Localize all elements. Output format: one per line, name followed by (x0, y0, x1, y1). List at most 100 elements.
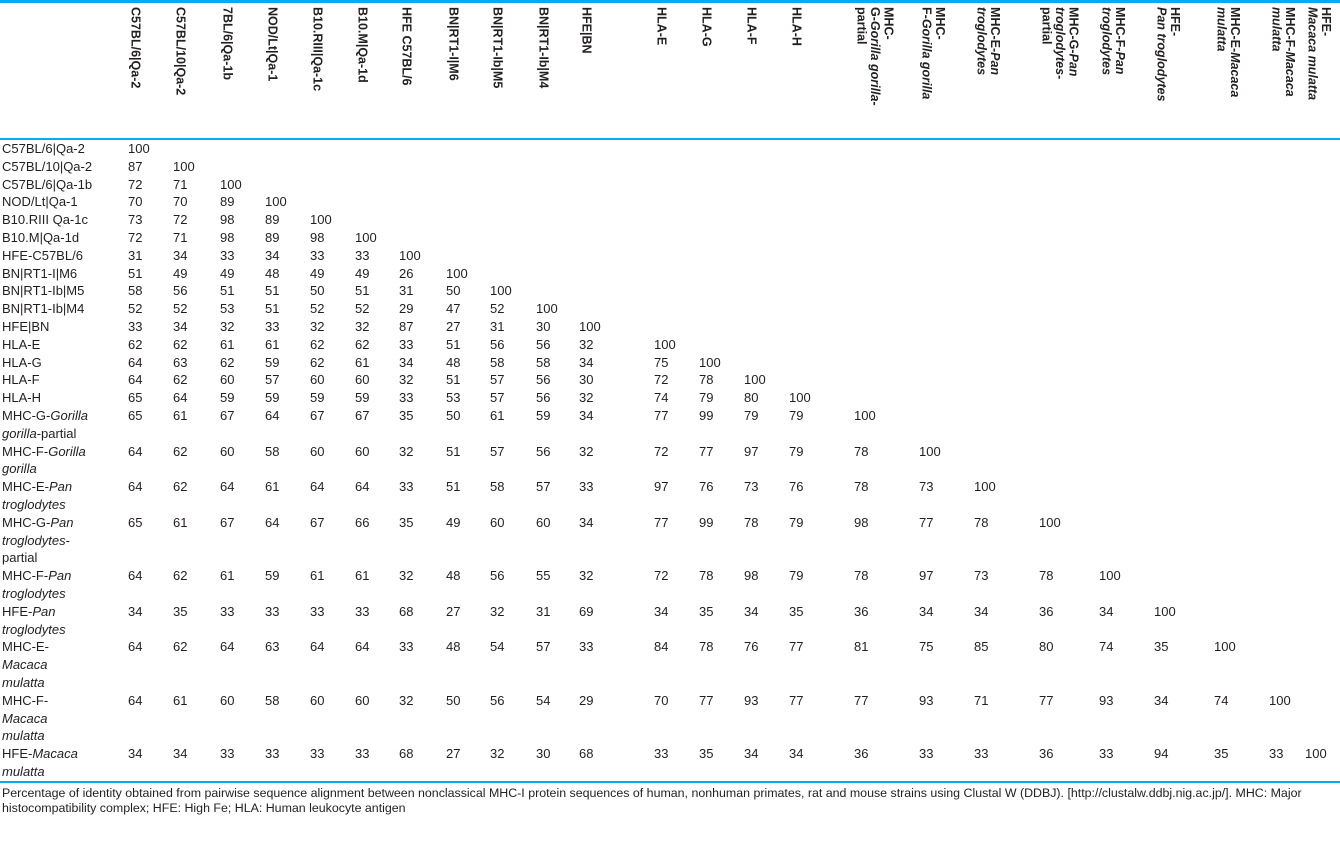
matrix-cell: 31 (128, 247, 143, 263)
matrix-cell: 97 (744, 443, 759, 459)
matrix-cell: 32 (579, 568, 594, 584)
matrix-cell: 70 (128, 194, 143, 210)
matrix-cell: 60 (355, 692, 370, 708)
table-row: HLA-G 64 63 62 59 62 61 34 48 58 58 34 75 100 (0, 354, 1340, 372)
matrix-cell: 57 (490, 443, 505, 459)
column-header-label: HLA-F (744, 7, 759, 45)
row-label: MHC-E- Macaca mulatta (2, 639, 49, 690)
matrix-cell: 61 (355, 354, 370, 370)
matrix-cell: 100 (128, 141, 150, 156)
matrix-cell: 64 (128, 354, 143, 370)
matrix-cell: 36 (854, 746, 869, 762)
matrix-cell: 52 (128, 301, 143, 317)
matrix-cell: 32 (490, 746, 505, 762)
matrix-cell: 30 (536, 318, 551, 334)
matrix-cell: 56 (173, 283, 188, 299)
table-row: MHC-E-Pan troglodytes 64 62 64 61 64 64 33 51 58 57… (0, 478, 1340, 514)
matrix-cell: 33 (1269, 746, 1284, 762)
matrix-cell: 64 (128, 639, 143, 655)
row-label: MHC-G-Gorilla gorilla-partial (2, 407, 88, 441)
matrix-cell: 99 (699, 407, 714, 423)
row-label: HLA-E (2, 336, 41, 352)
corner-cell (0, 3, 128, 140)
column-header-label: C57BL/6|Qa-2 (128, 7, 143, 89)
matrix-cell: 78 (699, 568, 714, 584)
matrix-cell: 79 (699, 390, 714, 406)
matrix-cell: 35 (1214, 746, 1229, 762)
column-header-label: MHC- F-Gorilla gorilla (919, 7, 948, 100)
column-header-label: MHC-G-Pan troglodytes-partial (1039, 7, 1081, 80)
matrix-cell: 75 (654, 354, 669, 370)
matrix-cell: 60 (220, 692, 235, 708)
matrix-cell: 32 (399, 692, 414, 708)
matrix-cell: 80 (1039, 639, 1054, 655)
table-row: HFE-C57BL/6 31 34 33 34 33 33 100 (0, 247, 1340, 265)
matrix-cell: 87 (128, 158, 143, 174)
matrix-cell: 36 (1039, 603, 1054, 619)
matrix-cell: 62 (355, 336, 370, 352)
matrix-cell: 78 (854, 568, 869, 584)
row-label: MHC-F- Macaca mulatta (2, 692, 49, 744)
row-label: HFE-Macaca mulatta (2, 746, 78, 779)
matrix-cell: 100 (1269, 692, 1291, 708)
matrix-cell: 67 (310, 514, 325, 530)
matrix-cell: 51 (128, 265, 143, 281)
matrix-cell: 70 (654, 692, 669, 708)
column-header: HFE C57BL/6 (399, 3, 446, 140)
matrix-cell: 61 (173, 692, 188, 708)
matrix-cell: 64 (128, 372, 143, 388)
matrix-cell: 34 (654, 603, 669, 619)
row-label: HLA-H (2, 390, 42, 406)
matrix-cell: 52 (490, 301, 505, 317)
matrix-cell: 77 (854, 692, 869, 708)
matrix-cell: 50 (446, 692, 461, 708)
matrix-cell: 50 (446, 283, 461, 299)
table-row: MHC-F-Gorilla gorilla 64 62 60 58 60 60 32 51 57 56… (0, 443, 1340, 479)
matrix-cell: 71 (173, 229, 188, 245)
table-row: C57BL/6|Qa-2 100 (0, 139, 1340, 158)
matrix-cell: 58 (536, 354, 551, 370)
matrix-cell: 97 (654, 479, 669, 495)
matrix-cell: 58 (490, 479, 505, 495)
row-label: MHC-E-Pan troglodytes (2, 479, 73, 512)
table-row: B10.M|Qa-1d 72 71 98 89 98 100 (0, 229, 1340, 247)
matrix-cell: 33 (310, 247, 325, 263)
matrix-cell: 35 (699, 746, 714, 762)
matrix-cell: 62 (173, 639, 188, 655)
matrix-cell: 33 (265, 746, 280, 762)
row-label: HFE-Pan troglodytes (2, 603, 66, 637)
matrix-cell: 100 (355, 229, 377, 245)
matrix-cell: 34 (919, 603, 934, 619)
table-row: BN|RT1-Ib|M5 58 56 51 51 50 51 31 50 100 (0, 282, 1340, 300)
matrix-cell: 35 (399, 514, 414, 530)
matrix-cell: 81 (854, 639, 869, 655)
row-label: BN|RT1-I|M6 (2, 265, 78, 281)
matrix-cell: 71 (974, 692, 989, 708)
table-row: HFE-Macaca mulatta 34 34 33 33 33 33 68 27 32 30 68 3… (0, 745, 1340, 782)
column-header: HLA-G (699, 3, 744, 140)
matrix-cell: 51 (446, 336, 461, 352)
matrix-cell: 77 (654, 514, 669, 530)
column-header: MHC-E-Pan troglodytes (974, 3, 1039, 140)
matrix-cell: 34 (974, 603, 989, 619)
matrix-cell: 57 (536, 479, 551, 495)
column-header-label: B10.M|Qa-1d (355, 7, 370, 83)
matrix-cell: 68 (399, 603, 414, 619)
matrix-cell: 65 (128, 514, 143, 530)
matrix-cell: 76 (744, 639, 759, 655)
matrix-cell: 33 (220, 247, 235, 263)
column-header-label: B10.RIII|Qa-1c (310, 7, 325, 92)
row-label: MHC-F-Pan troglodytes (2, 568, 72, 601)
matrix-cell: 62 (310, 336, 325, 352)
matrix-cell: 100 (310, 212, 332, 228)
matrix-cell: 56 (490, 692, 505, 708)
matrix-cell: 60 (220, 443, 235, 459)
matrix-cell: 31 (536, 603, 551, 619)
matrix-cell: 59 (355, 390, 370, 406)
matrix-cell: 71 (173, 176, 188, 192)
matrix-cell: 56 (490, 568, 505, 584)
table-row: C57BL/10|Qa-2 87 100 (0, 158, 1340, 176)
matrix-cell: 33 (1099, 746, 1114, 762)
matrix-cell: 70 (173, 194, 188, 210)
matrix-cell: 35 (1154, 639, 1169, 655)
